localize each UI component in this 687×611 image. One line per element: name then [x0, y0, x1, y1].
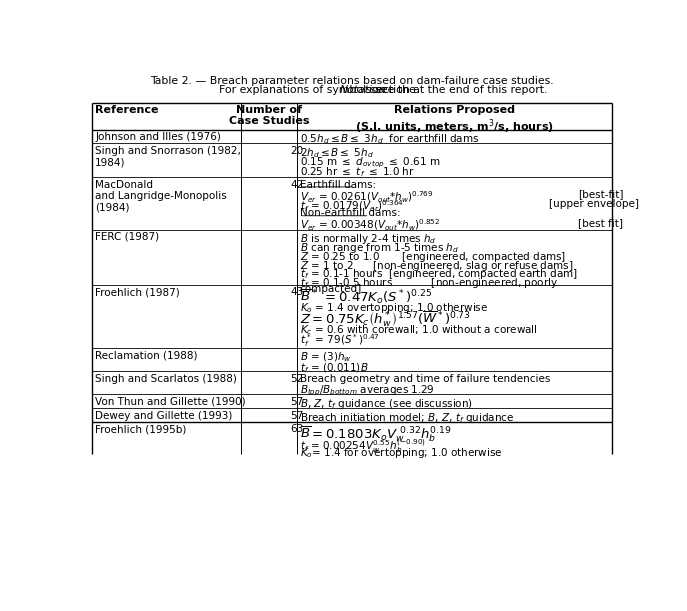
Text: $B_{top}$/$B_{bottom}$ averages 1.29: $B_{top}$/$B_{bottom}$ averages 1.29 [300, 384, 434, 398]
Text: $t_f$ = (0.011)$B$: $t_f$ = (0.011)$B$ [300, 361, 368, 375]
Text: Froehlich (1995b): Froehlich (1995b) [95, 425, 187, 434]
Text: compacted]: compacted] [300, 284, 362, 293]
Text: 63: 63 [290, 425, 303, 434]
Text: Breach initiation model; $B$, $Z$, $t_f$ guidance: Breach initiation model; $B$, $Z$, $t_f$… [300, 411, 514, 425]
Text: Notation: Notation [340, 85, 386, 95]
Text: 42: 42 [290, 180, 303, 189]
Text: 57: 57 [290, 397, 303, 407]
Text: Von Thun and Gillette (1990): Von Thun and Gillette (1990) [95, 397, 246, 407]
Text: $K_o$= 1.4 for overtopping; 1.0 otherwise: $K_o$= 1.4 for overtopping; 1.0 otherwis… [300, 446, 502, 460]
Text: $K_c$ = 0.6 with corewall; 1.0 without a corewall: $K_c$ = 0.6 with corewall; 1.0 without a… [300, 324, 537, 337]
Text: $V_{er}$ = 0.0261($V_{out}$*$h_w$)$^{0.769}$: $V_{er}$ = 0.0261($V_{out}$*$h_w$)$^{0.7… [300, 189, 433, 205]
Text: 52: 52 [290, 373, 303, 384]
Text: $t_f$ = 0.0179($V_{er}$)$^{0.364}$: $t_f$ = 0.0179($V_{er}$)$^{0.364}$ [300, 199, 404, 214]
Text: Froehlich (1987): Froehlich (1987) [95, 287, 180, 298]
Text: Reclamation (1988): Reclamation (1988) [95, 351, 198, 360]
Text: $\overline{B}^*\ =0.47K_o\left(S^*\right)^{0.25}$: $\overline{B}^*\ =0.47K_o\left(S^*\right… [300, 287, 432, 306]
Text: section at the end of this report.: section at the end of this report. [367, 85, 548, 95]
Text: $t_f$ = 0.1-0.5 hours            [non-engineered, poorly: $t_f$ = 0.1-0.5 hours [non-engineered, p… [300, 276, 558, 290]
Text: [upper envelope]: [upper envelope] [548, 199, 638, 209]
Text: Reference: Reference [95, 105, 159, 115]
Text: $t_f^*$ = 79$(S^*)^{0.47}$: $t_f^*$ = 79$(S^*)^{0.47}$ [300, 332, 380, 349]
Text: $B$ = (3)$h_w$: $B$ = (3)$h_w$ [300, 351, 351, 364]
Text: $K_o$ = 1.4 overtopping; 1.0 otherwise: $K_o$ = 1.4 overtopping; 1.0 otherwise [300, 301, 488, 315]
Text: $V_{er}$ = 0.00348($V_{out}$*$h_w$)$^{0.852}$: $V_{er}$ = 0.00348($V_{out}$*$h_w$)$^{0.… [300, 218, 440, 233]
Text: 57: 57 [290, 411, 303, 420]
Text: FERC (1987): FERC (1987) [95, 232, 159, 242]
Text: $\overline{B}=0.1803K_oV_w^{\ 0.32}h_b^{0.19}$: $\overline{B}=0.1803K_oV_w^{\ 0.32}h_b^{… [300, 425, 451, 444]
Text: Non-earthfill dams:: Non-earthfill dams: [300, 208, 401, 219]
Text: 0.15 m $\leq$ $d_{ovtop}$ $\leq$ 0.61 m: 0.15 m $\leq$ $d_{ovtop}$ $\leq$ 0.61 m [300, 155, 440, 170]
Text: Relations Proposed
(S.I. units, meters, m$^3$/s, hours): Relations Proposed (S.I. units, meters, … [355, 105, 554, 136]
Text: Breach geometry and time of failure tendencies: Breach geometry and time of failure tend… [300, 373, 550, 384]
Text: MacDonald
and Langridge-Monopolis
(1984): MacDonald and Langridge-Monopolis (1984) [95, 180, 227, 213]
Text: Table 2. — Breach parameter relations based on dam-failure case studies.: Table 2. — Breach parameter relations ba… [150, 76, 554, 86]
Text: [best-fit]: [best-fit] [578, 189, 624, 199]
Text: 43: 43 [290, 287, 303, 298]
Text: 20: 20 [290, 145, 303, 156]
Text: 0.25 hr $\leq$ $t_f$ $\leq$ 1.0 hr: 0.25 hr $\leq$ $t_f$ $\leq$ 1.0 hr [300, 165, 415, 179]
Text: Singh and Snorrason (1982,
1984): Singh and Snorrason (1982, 1984) [95, 145, 241, 167]
Text: $Z=0.75K_c\left(h_w^*\right)^{1.57}\left(\overline{W}^*\right)^{0.73}$: $Z=0.75K_c\left(h_w^*\right)^{1.57}\left… [300, 310, 471, 329]
Text: Number of
Case Studies: Number of Case Studies [229, 105, 309, 126]
Text: For explanations of symbols see the: For explanations of symbols see the [218, 85, 419, 95]
Text: $t_f$ = 0.00254$V_w^{0.55}$$h_b^{(-0.90)}$: $t_f$ = 0.00254$V_w^{0.55}$$h_b^{(-0.90)… [300, 437, 426, 455]
Text: $Z$ = 1 to 2      [non-engineered, slag or refuse dams]: $Z$ = 1 to 2 [non-engineered, slag or re… [300, 258, 574, 273]
Text: 0.5$h_d \leq B \leq$ 3$h_d$  for earthfill dams: 0.5$h_d \leq B \leq$ 3$h_d$ for earthfil… [300, 132, 479, 145]
Text: Earthfill dams:: Earthfill dams: [300, 180, 376, 189]
Text: 2$h_d \leq B \leq$ 5$h_d$: 2$h_d \leq B \leq$ 5$h_d$ [300, 145, 374, 159]
Text: $Z$ = 0.25 to 1.0       [engineered, compacted dams]: $Z$ = 0.25 to 1.0 [engineered, compacted… [300, 250, 566, 264]
Text: Johnson and Illes (1976): Johnson and Illes (1976) [95, 132, 221, 142]
Text: $B$ can range from 1-5 times $h_d$: $B$ can range from 1-5 times $h_d$ [300, 241, 459, 255]
Text: $B$, $Z$, $t_f$ guidance (see discussion): $B$, $Z$, $t_f$ guidance (see discussion… [300, 397, 473, 411]
Text: [best fit]: [best fit] [578, 218, 623, 228]
Text: Singh and Scarlatos (1988): Singh and Scarlatos (1988) [95, 373, 237, 384]
Text: $B$ is normally 2-4 times $h_d$: $B$ is normally 2-4 times $h_d$ [300, 232, 436, 246]
Text: $t_f$ = 0.1-1 hours  [engineered, compacted earth dam]: $t_f$ = 0.1-1 hours [engineered, compact… [300, 268, 578, 281]
Text: Dewey and Gillette (1993): Dewey and Gillette (1993) [95, 411, 233, 420]
